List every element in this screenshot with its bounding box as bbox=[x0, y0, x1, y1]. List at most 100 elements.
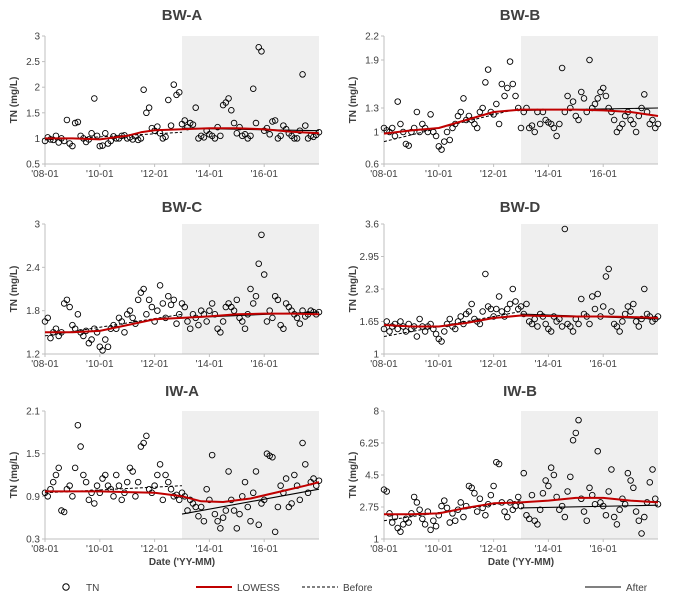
data-point bbox=[88, 130, 95, 137]
data-point bbox=[140, 439, 147, 447]
data-point bbox=[214, 123, 221, 131]
data-point bbox=[241, 325, 249, 332]
y-axis-label: TN (mg/L) bbox=[9, 452, 20, 499]
data-point bbox=[569, 98, 577, 105]
x-tick-label: '16-01 bbox=[589, 359, 617, 370]
data-point bbox=[99, 347, 106, 354]
data-point bbox=[468, 300, 475, 308]
data-point bbox=[230, 507, 238, 514]
data-point bbox=[77, 443, 84, 450]
data-point bbox=[255, 260, 262, 267]
data-point bbox=[558, 64, 566, 72]
data-point bbox=[195, 321, 202, 329]
data-point bbox=[165, 96, 172, 104]
chart-panel: BW-A 0.5 1 1.5 2 2.5 3 '08-01 '10-01 '12-01 '14-01… bbox=[9, 7, 323, 180]
data-point bbox=[441, 138, 448, 145]
data-point bbox=[112, 471, 120, 479]
data-point bbox=[641, 513, 648, 521]
data-point bbox=[165, 478, 172, 486]
data-point bbox=[310, 475, 317, 482]
data-point bbox=[69, 142, 76, 150]
data-point bbox=[599, 84, 607, 92]
data-point bbox=[315, 477, 323, 484]
x-tick-label: '10-01 bbox=[86, 359, 114, 370]
legend-label-tn: TN bbox=[86, 583, 99, 594]
data-point bbox=[430, 517, 437, 524]
data-point bbox=[271, 528, 279, 536]
data-point bbox=[441, 328, 448, 335]
data-point bbox=[627, 477, 634, 484]
x-tick-label: '08-01 bbox=[31, 169, 59, 180]
data-point bbox=[446, 136, 454, 144]
data-point bbox=[99, 142, 106, 149]
data-point bbox=[219, 318, 227, 325]
data-point bbox=[258, 48, 265, 55]
data-point bbox=[490, 482, 497, 490]
data-point bbox=[602, 273, 610, 280]
data-point bbox=[468, 484, 475, 492]
data-point bbox=[493, 100, 500, 108]
data-point bbox=[504, 513, 511, 521]
data-point bbox=[102, 336, 109, 343]
data-point bbox=[649, 116, 656, 124]
data-point bbox=[233, 130, 241, 137]
legend-marker-tn bbox=[62, 583, 70, 591]
data-point bbox=[495, 293, 503, 300]
data-point bbox=[594, 95, 601, 102]
data-point bbox=[405, 142, 412, 149]
data-point bbox=[558, 323, 566, 330]
data-point bbox=[635, 517, 643, 524]
data-point bbox=[63, 116, 71, 124]
data-point bbox=[460, 95, 467, 102]
data-point bbox=[616, 506, 623, 513]
y-tick-label: 0.9 bbox=[26, 492, 40, 503]
data-point bbox=[490, 313, 497, 320]
data-point bbox=[610, 513, 618, 521]
data-point bbox=[69, 493, 76, 500]
data-point bbox=[498, 80, 506, 88]
data-point bbox=[616, 328, 623, 335]
data-point bbox=[170, 81, 178, 88]
data-point bbox=[121, 329, 128, 336]
data-point bbox=[528, 320, 536, 328]
chart-panel: IW-A 0.3 0.9 1.5 2.1 '08-01 '10-01 '12-01 '14-01… bbox=[9, 383, 323, 568]
chart-title: BW-C bbox=[162, 199, 203, 216]
data-point bbox=[244, 503, 252, 511]
y-tick-label: 1.8 bbox=[26, 306, 40, 317]
x-tick-label: '16-01 bbox=[250, 359, 278, 370]
data-point bbox=[93, 329, 101, 336]
data-point bbox=[476, 495, 484, 503]
data-point bbox=[594, 447, 601, 455]
data-point bbox=[102, 130, 109, 137]
data-point bbox=[249, 489, 257, 497]
data-point bbox=[550, 471, 558, 479]
data-point bbox=[413, 499, 421, 506]
data-point bbox=[186, 325, 194, 332]
chart-title: IW-B bbox=[503, 383, 537, 400]
data-point bbox=[44, 493, 51, 500]
data-point bbox=[531, 128, 538, 136]
data-point bbox=[134, 478, 142, 486]
data-point bbox=[380, 325, 388, 333]
data-point bbox=[85, 496, 93, 504]
data-point bbox=[446, 315, 454, 323]
data-point bbox=[397, 120, 404, 128]
data-point bbox=[269, 314, 276, 322]
data-point bbox=[162, 133, 169, 141]
data-point bbox=[416, 506, 423, 513]
data-point bbox=[438, 502, 445, 510]
data-point bbox=[410, 493, 418, 501]
data-point bbox=[632, 508, 640, 515]
data-point bbox=[416, 315, 423, 323]
data-point bbox=[206, 307, 213, 314]
data-point bbox=[608, 466, 615, 473]
data-point bbox=[504, 84, 511, 92]
data-point bbox=[473, 124, 481, 132]
data-point bbox=[476, 108, 484, 116]
lowess-line bbox=[45, 127, 320, 141]
data-point bbox=[495, 460, 503, 468]
x-tick-label: '08-01 bbox=[370, 544, 398, 555]
chart-panel: BW-D 1 1.65 2.3 2.95 3.6 '08-01 '10-01 '12-01 '14… bbox=[348, 199, 662, 370]
after-trend-line bbox=[520, 504, 659, 509]
data-point bbox=[126, 307, 134, 314]
